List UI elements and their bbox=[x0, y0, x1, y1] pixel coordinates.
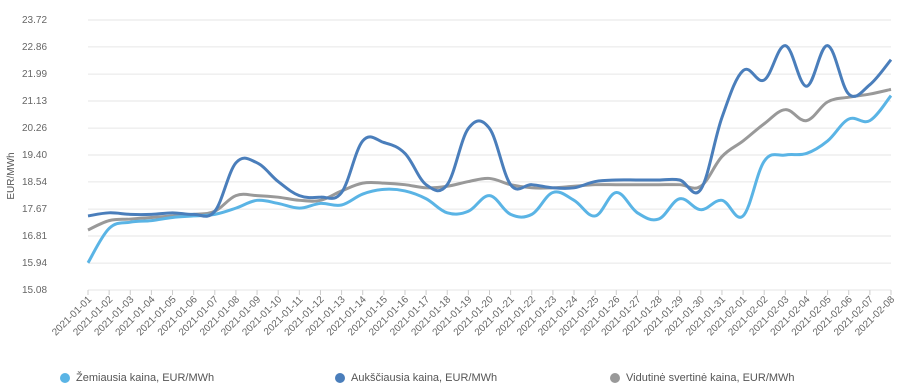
legend-label: Aukščiausia kaina, EUR/MWh bbox=[351, 372, 498, 384]
legend-marker-icon bbox=[335, 373, 345, 383]
y-tick-label: 15.94 bbox=[22, 258, 47, 269]
y-tick-label: 21.99 bbox=[22, 69, 47, 80]
legend-label: Vidutinė svertinė kaina, EUR/MWh bbox=[626, 372, 795, 384]
series-line-0 bbox=[86, 94, 893, 264]
legend-label: Žemiausia kaina, EUR/MWh bbox=[76, 372, 215, 384]
y-tick-label: 19.40 bbox=[22, 150, 47, 161]
legend-item[interactable]: Žemiausia kaina, EUR/MWh bbox=[60, 372, 335, 384]
y-axis-ticks: 23.72 22.86 21.99 21.13 20.26 19.40 18.54 17.67… bbox=[22, 15, 47, 296]
y-tick-label: 22.86 bbox=[22, 42, 47, 53]
series-lines bbox=[86, 44, 893, 264]
y-tick-label: 17.67 bbox=[22, 204, 47, 215]
y-tick-label: 20.26 bbox=[22, 123, 47, 134]
y-axis-label: EUR/MWh bbox=[6, 152, 17, 199]
series-line-2 bbox=[87, 87, 892, 232]
y-tick-label: 23.72 bbox=[22, 15, 47, 26]
y-tick-label: 18.54 bbox=[22, 177, 47, 188]
legend: Žemiausia kaina, EUR/MWh Aukščiausia kain… bbox=[60, 372, 885, 384]
series-line-1 bbox=[87, 44, 893, 218]
legend-marker-icon bbox=[610, 373, 620, 383]
legend-item[interactable]: Vidutinė svertinė kaina, EUR/MWh bbox=[610, 372, 885, 384]
legend-item[interactable]: Aukščiausia kaina, EUR/MWh bbox=[335, 372, 610, 384]
x-axis-ticks: 2021-01-012021-01-022021-01-032021-01-04… bbox=[50, 290, 897, 338]
legend-marker-icon bbox=[60, 373, 70, 383]
y-tick-label: 16.81 bbox=[22, 231, 47, 242]
y-tick-label: 21.13 bbox=[22, 96, 47, 107]
y-tick-label: 15.08 bbox=[22, 285, 47, 296]
